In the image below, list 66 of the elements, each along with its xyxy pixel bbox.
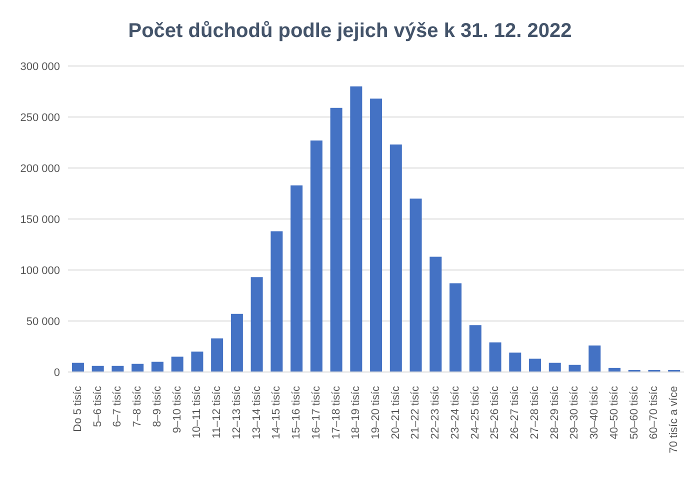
x-tick-label: 14–15 tisíc [270,386,283,440]
x-tick-label: 22–23 tisíc [430,386,442,440]
x-tick-label: 16–17 tisíc [310,386,322,440]
x-tick-label: 20–21 tisíc [390,386,402,440]
x-tick-label: 60–70 tisíc [648,386,660,440]
bar [310,140,322,372]
bar [191,352,204,372]
x-tick-label: 13–14 tisíc [250,386,263,440]
y-tick-label: 300 000 [20,60,60,73]
bar [489,342,502,372]
bar [548,362,561,372]
y-tick-label: 200 000 [20,162,60,175]
chart-title: Počet důchodů podle jejich výše k 31. 12. 2022 [127,20,573,44]
x-tick-label: 21–22 tisíc [410,386,422,440]
x-tick-label: 11–12 tisíc [211,386,224,438]
x-tick-label: 18–19 tisíc [350,386,362,440]
x-tick-label: 29–30 tisíc [568,386,581,440]
x-tick-label: 27–28 tisíc [528,386,541,440]
bar [171,356,184,372]
x-tick-label: 50–60 tisíc [628,386,640,440]
y-tick-label: 250 000 [20,112,60,124]
y-tick-label: 150 000 [20,214,60,226]
x-tick-label: 25–26 tisíc [489,386,502,440]
y-tick-label: 50 000 [26,316,60,328]
x-tick-label: 40–50 tisíc [608,386,620,440]
bar [509,352,522,372]
x-tick-label: 70 tisíc a více [668,386,680,454]
x-tick-label: 10–11 tisíc [191,386,204,438]
bar [350,86,362,372]
bar [330,108,342,372]
x-tick-label: Do 5 tisíc [72,386,84,432]
bar [469,325,482,372]
bar [430,256,442,372]
bar [410,198,422,372]
bar [211,338,224,372]
bar [290,185,303,372]
bar [112,366,124,372]
bar [390,144,402,372]
bar [230,314,243,372]
y-tick-label: 100 000 [20,264,60,277]
bar [270,231,283,372]
x-tick-label: 19–20 tisíc [370,386,382,440]
bar [529,358,542,372]
bar [370,98,382,372]
bar [151,362,164,372]
x-tick-label: 28–29 tisíc [548,386,561,440]
x-tick-label: 24–25 tisíc [469,386,482,440]
y-tick-label: 0 [54,366,60,379]
x-tick-label: 30–40 tisíc [588,386,601,440]
x-tick-label: 12–13 tisíc [230,386,243,440]
x-tick-label: 17–18 tisíc [330,386,342,440]
bar [588,345,601,372]
bar [568,364,581,372]
x-tick-label: 8–9 tisíc [151,386,164,427]
x-tick-label: 5–6 tisíc [92,386,104,427]
bar [72,362,84,372]
x-tick-label: 15–16 tisíc [290,386,303,440]
x-tick-label: 7–8 tisíc [132,386,144,427]
bar [450,283,462,372]
x-tick-label: 9–10 tisíc [171,386,184,434]
bar [92,366,104,372]
x-tick-label: 23–24 tisíc [449,386,462,440]
bar [250,277,263,372]
x-tick-label: 26–27 tisíc [509,386,522,440]
bar [132,364,144,372]
x-tick-label: 6–7 tisíc [112,386,124,427]
